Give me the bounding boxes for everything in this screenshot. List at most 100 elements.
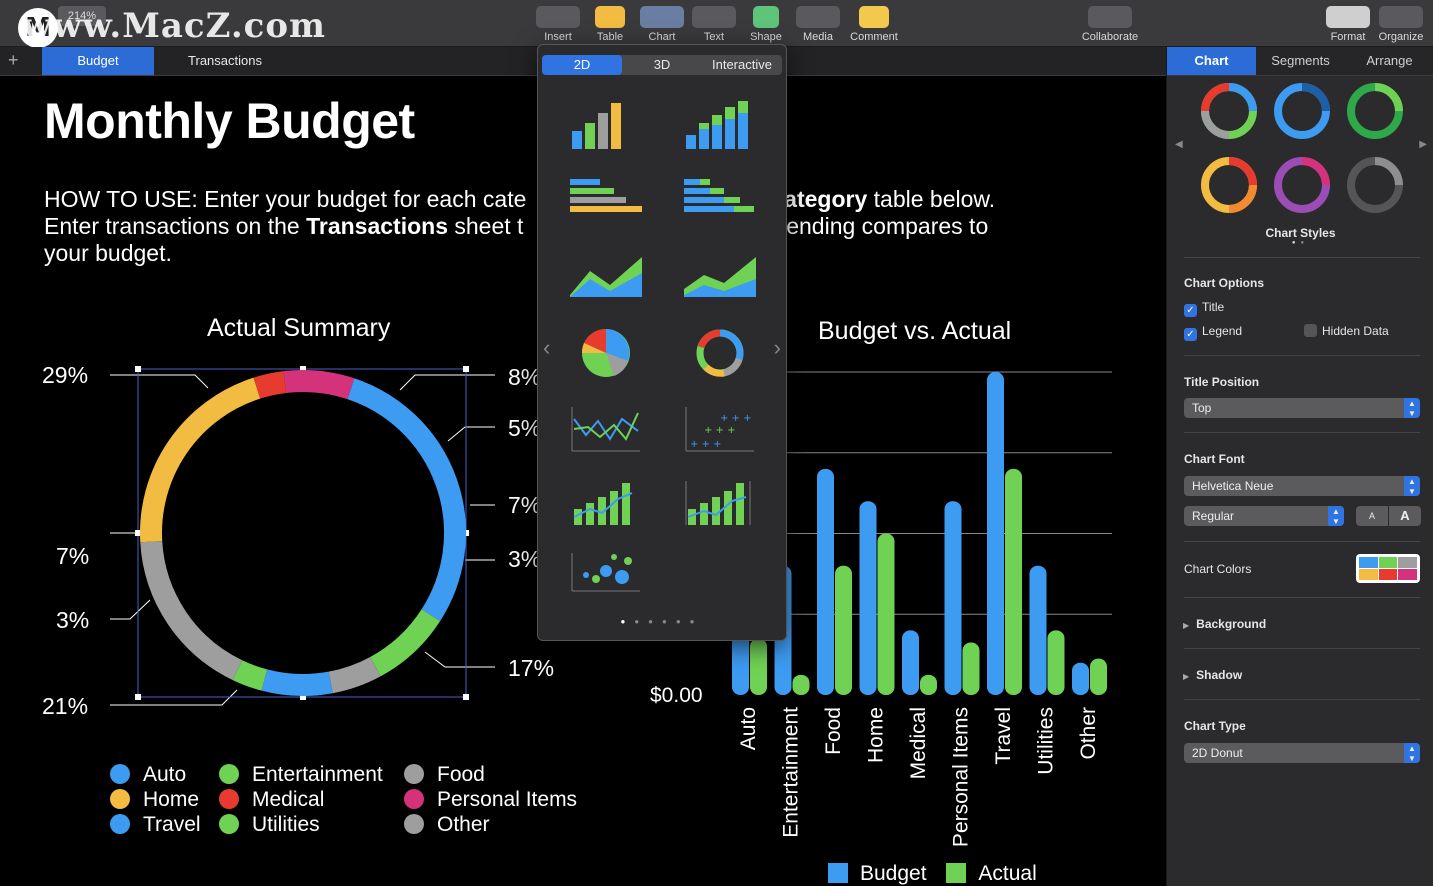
styles-prev-arrow[interactable]: ◀ [1175, 139, 1183, 150]
chart-colors-swatch[interactable] [1356, 554, 1420, 583]
text-button[interactable]: Text [684, 4, 744, 43]
chart-thumb-donut[interactable] [680, 323, 764, 383]
chart-thumb-scatter[interactable]: + + ++ + ++ + + [680, 399, 764, 459]
insert-button[interactable]: Insert [528, 4, 588, 43]
chart-thumb-area[interactable] [566, 249, 650, 309]
chart-style-6[interactable] [1347, 157, 1403, 213]
segment-3d[interactable]: 3D [653, 57, 671, 72]
chart-styles-grid[interactable] [1197, 81, 1407, 221]
donut-slice-food[interactable] [328, 656, 381, 694]
chart-thumb-column[interactable] [566, 97, 650, 157]
selection-handle[interactable] [300, 694, 306, 700]
chart-style-4[interactable] [1201, 157, 1257, 213]
legend-dot [110, 814, 130, 834]
donut-slice-medical[interactable] [253, 371, 287, 399]
bar-actual-personal-items[interactable] [962, 642, 980, 695]
chart-style-3[interactable] [1347, 83, 1403, 139]
bar-actual-auto[interactable] [750, 638, 767, 695]
chart-thumb-bubble[interactable] [566, 545, 650, 605]
bar-actual-home[interactable] [877, 533, 895, 696]
chart-style-1[interactable] [1201, 83, 1257, 139]
chart-button[interactable]: Chart [632, 4, 692, 43]
chart-thumb-stacked-bar[interactable] [680, 173, 764, 233]
format-label: Format [1330, 31, 1366, 43]
organize-button[interactable]: Organize [1371, 4, 1431, 43]
chart-type-value: 2D Donut [1192, 746, 1243, 760]
collaborate-button[interactable]: Collaborate [1080, 4, 1140, 43]
bar-budget-utilities[interactable] [1029, 565, 1047, 695]
bar-actual-medical[interactable] [920, 674, 937, 695]
font-family-select[interactable]: Helvetica Neue ▲ ▼ [1184, 476, 1420, 496]
background-disclosure[interactable]: ▶ Background [1183, 617, 1266, 631]
media-button[interactable]: Media [788, 4, 848, 43]
title-position-select[interactable]: Top ▲ ▼ [1184, 398, 1420, 418]
segment-2d[interactable]: 2D [542, 55, 622, 75]
chart-thumb-stacked-column[interactable] [680, 97, 764, 157]
zoom-select[interactable]: 214% [58, 6, 106, 26]
popover-next-arrow[interactable]: › [773, 335, 781, 360]
legend-checkbox[interactable]: ✓ Legend [1184, 324, 1242, 341]
bar-budget-food[interactable] [817, 468, 834, 695]
font-smaller-button[interactable]: A [1356, 506, 1388, 526]
donut-slice-auto[interactable] [347, 378, 466, 622]
bar-budget-travel[interactable] [987, 372, 1004, 695]
chart-type-select[interactable]: 2D Donut ▲ ▼ [1184, 743, 1420, 763]
tab-chart[interactable]: Chart [1167, 47, 1256, 75]
add-sheet-button[interactable]: + [8, 50, 19, 70]
bar-budget-home[interactable] [859, 501, 877, 695]
bar-actual-food[interactable] [835, 565, 852, 695]
legend-dot [110, 764, 130, 784]
chart-thumb-2-axis[interactable] [680, 473, 764, 533]
styles-page-indicator[interactable]: ●● [1291, 240, 1310, 246]
watermark-logo: M [18, 8, 58, 48]
chart-thumb-mixed[interactable] [566, 473, 650, 533]
chart-style-2[interactable] [1274, 83, 1330, 139]
tab-segments[interactable]: Segments [1271, 53, 1330, 68]
styles-next-arrow[interactable]: ▶ [1419, 139, 1427, 150]
bar-actual-utilities[interactable] [1047, 630, 1065, 695]
bar-actual-travel[interactable] [1005, 468, 1022, 695]
font-style-select[interactable]: Regular ▲ ▼ [1184, 506, 1344, 526]
chart-thumb-line[interactable] [566, 399, 650, 459]
shape-icon [753, 6, 779, 28]
chart-styles-label: Chart Styles [1265, 226, 1336, 240]
bar-budget-other[interactable] [1072, 662, 1089, 695]
table-button[interactable]: Table [580, 4, 640, 43]
donut-slice-entertainment[interactable] [369, 609, 441, 677]
donut-slice-other[interactable] [140, 540, 243, 681]
selection-handle[interactable] [463, 366, 469, 372]
chart-style-5[interactable] [1274, 157, 1330, 213]
popover-page-indicator[interactable]: ●●●●●● [620, 617, 704, 626]
segment-interactive[interactable]: Interactive [712, 57, 772, 72]
media-icon [796, 6, 840, 28]
font-larger-button[interactable]: A [1389, 506, 1421, 526]
donut-chart[interactable] [100, 355, 520, 715]
selection-handle[interactable] [300, 366, 306, 372]
donut-slice-personal-items[interactable] [283, 370, 355, 400]
bar-chart[interactable]: Auto Entertainment Food Home Medical Personal… [700, 360, 1120, 860]
bar-budget-personal-items[interactable] [944, 501, 962, 695]
selection-handle[interactable] [135, 530, 141, 536]
chart-thumb-bar[interactable] [566, 173, 650, 233]
selection-handle[interactable] [463, 694, 469, 700]
selection-handle[interactable] [135, 366, 141, 372]
shape-button[interactable]: Shape [736, 4, 796, 43]
donut-slice-travel[interactable] [261, 669, 333, 696]
bar-actual-entertainment[interactable] [792, 674, 810, 695]
shadow-disclosure[interactable]: ▶ Shadow [1183, 668, 1242, 682]
bar-actual-other[interactable] [1090, 658, 1107, 695]
selection-handle[interactable] [135, 694, 141, 700]
bar-budget-medical[interactable] [902, 630, 919, 695]
hidden-data-checkbox[interactable]: Hidden Data [1304, 324, 1389, 338]
tab-budget[interactable]: Budget [42, 47, 154, 75]
donut-slice-home[interactable] [140, 377, 261, 543]
chart-thumb-pie[interactable] [566, 323, 650, 383]
format-button[interactable]: Format [1318, 4, 1378, 43]
donut-slice-utilities[interactable] [232, 660, 268, 691]
tab-arrange[interactable]: Arrange [1366, 53, 1413, 68]
chart-thumb-stacked-area[interactable] [680, 249, 764, 309]
comment-button[interactable]: Comment [844, 4, 904, 43]
title-checkbox[interactable]: ✓ Title [1184, 300, 1224, 317]
popover-prev-arrow[interactable]: ‹ [543, 335, 551, 360]
tab-transactions[interactable]: Transactions [188, 53, 262, 68]
